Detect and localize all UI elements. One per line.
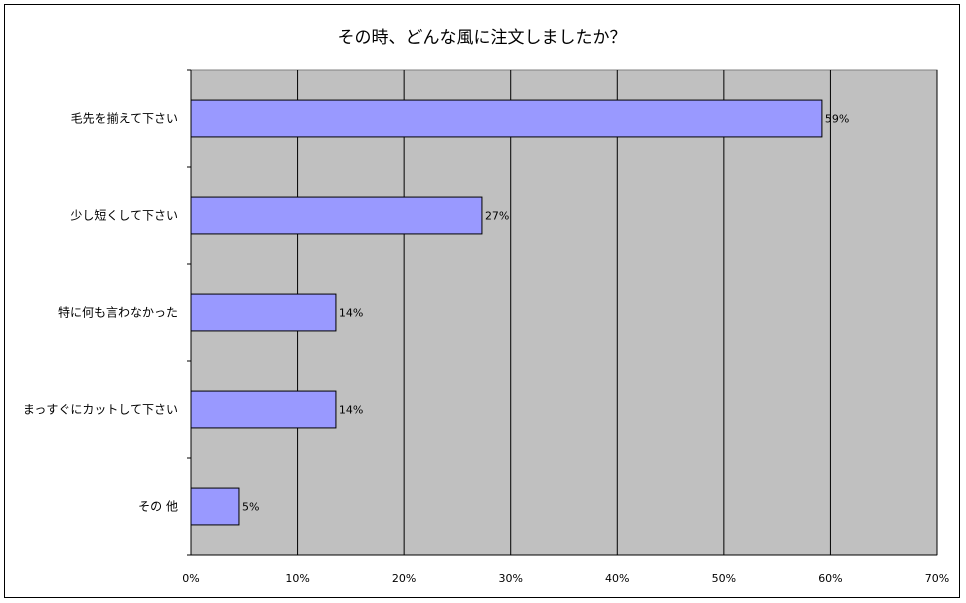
category-label: 少し短くして下さい	[70, 209, 178, 223]
chart-title: その時、どんな風に注文しましたか？	[337, 28, 627, 48]
x-tick-label: 50%	[712, 572, 736, 585]
data-label: 5%	[242, 501, 259, 514]
bar[interactable]	[190, 390, 337, 429]
bar[interactable]	[190, 99, 823, 138]
x-tick-label: 40%	[605, 572, 629, 585]
x-tick-label: 30%	[498, 572, 522, 585]
bar[interactable]	[190, 487, 240, 526]
category-label: その 他	[138, 500, 178, 514]
data-label: 27%	[485, 210, 509, 223]
bar[interactable]	[190, 196, 483, 235]
x-tick-label: 70%	[925, 572, 949, 585]
category-label: 毛先を揃えて下さい	[71, 111, 178, 126]
data-label: 59%	[825, 113, 849, 126]
category-label: まっすぐにカットして下さい	[23, 403, 178, 417]
x-tick-label: 0%	[182, 572, 199, 585]
data-label: 14%	[339, 307, 363, 320]
x-tick-label: 60%	[818, 572, 842, 585]
x-tick-label: 10%	[285, 572, 309, 585]
data-label: 14%	[339, 404, 363, 417]
x-tick-label: 20%	[392, 572, 416, 585]
bar[interactable]	[190, 293, 337, 332]
category-label: 特に何も言わなかった	[58, 305, 178, 320]
